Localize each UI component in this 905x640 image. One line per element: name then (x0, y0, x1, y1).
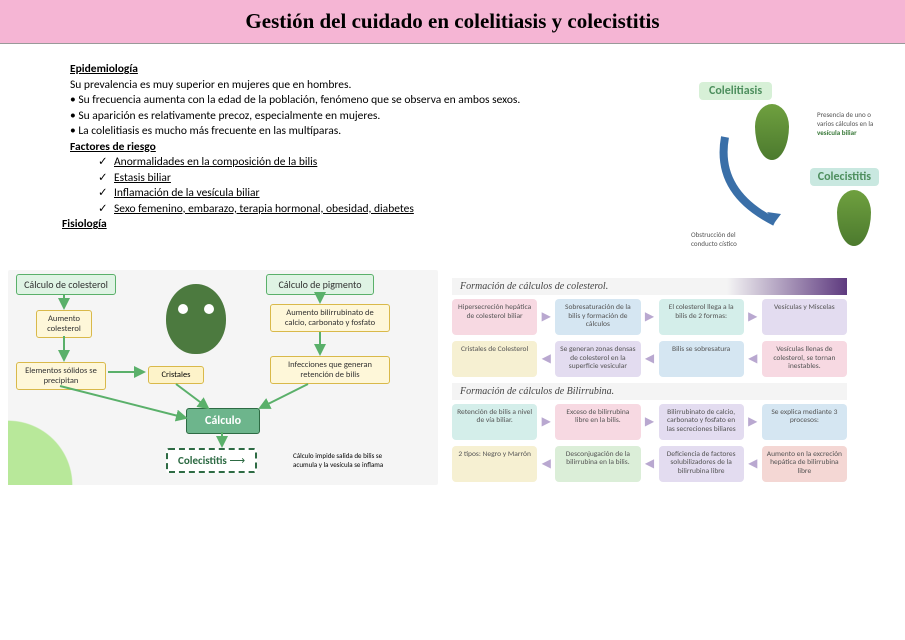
fr-box: Hipersecreción hepática de colesterol bi… (452, 299, 537, 335)
title-banner: Gestión del cuidado en colelitiasis y co… (0, 0, 905, 44)
fr-box: Deficiencia de factores solubilizadores … (659, 446, 744, 482)
page-title: Gestión del cuidado en colelitiasis y co… (245, 9, 659, 34)
fr-box: Vesículas y Miscelas (762, 299, 847, 335)
box-pigmento: Cálculo de pigmento (266, 274, 374, 295)
arrow-icon: ▶ (748, 299, 758, 335)
arrow-icon: ▶ (541, 299, 551, 335)
fr-header-1: Formación de cálculos de colesterol. (452, 278, 847, 295)
diagram-colelitiasis: Colelitiasis Presencia de uno o varios c… (675, 82, 885, 252)
arrow-icon: ◀ (645, 341, 655, 377)
box-colesterol: Cálculo de colesterol (16, 274, 116, 295)
box-infecciones: Infecciones que generan retención de bil… (270, 356, 390, 384)
fr-row-2: Cristales de Colesterol◀Se generan zonas… (452, 341, 847, 377)
arrow-icon: ◀ (541, 341, 551, 377)
flowchart-right: Formación de cálculos de colesterol. Hip… (452, 278, 847, 488)
box-cristales: Cristales (148, 366, 204, 384)
box-colecistitis: Colecistitis ⟶ (166, 448, 257, 473)
label-colelitiasis: Colelitiasis (699, 82, 772, 100)
arrow-icon: ◀ (748, 341, 758, 377)
curve-arrow-icon (705, 132, 795, 232)
fr-box: Vesículas llenas de colesterol, se torna… (762, 341, 847, 377)
decoration-triangle (8, 405, 78, 485)
fr-header-2: Formación de cálculos de Bilirrubina. (452, 383, 847, 400)
fr-box: Desconjugación de la bilirrubina en la b… (555, 446, 640, 482)
fr-box: El colesterol llega a la bilis de 2 form… (659, 299, 744, 335)
fr-box: Se generan zonas densas de colesterol en… (555, 341, 640, 377)
fr-box: 2 tipos: Negro y Marrón (452, 446, 537, 482)
box-aumento-col: Aumento colesterol (36, 310, 92, 338)
arrow-icon: ▶ (748, 404, 758, 440)
fr-box: Aumento en la excreción hepática de bili… (762, 446, 847, 482)
epi-head: Epidemiología (70, 62, 893, 78)
flowchart-left: Cálculo de colesterol Cálculo de pigment… (8, 270, 438, 485)
arrow-icon: ▶ (645, 404, 655, 440)
desc-colecistitis: Obstrucción del conducto cístico (691, 230, 761, 248)
box-impide: Cálculo impide salida de bilis se acumul… (288, 448, 408, 472)
fr-box: Bilirrubinato de calcio, carbonato y fos… (659, 404, 744, 440)
fr-row-3: Retención de bilis a nivel de vía biliar… (452, 404, 847, 440)
fr-row-1: Hipersecreción hepática de colesterol bi… (452, 299, 847, 335)
fr-box: Exceso de bilirrubina libre en la bilis. (555, 404, 640, 440)
fr-box: Retención de bilis a nivel de vía biliar… (452, 404, 537, 440)
fr-box: Se explica mediante 3 procesos: (762, 404, 847, 440)
gallbladder-inflamed-icon (837, 190, 871, 246)
arrow-icon: ▶ (645, 299, 655, 335)
fr-row-4: 2 tipos: Negro y Marrón◀Desconjugación d… (452, 446, 847, 482)
arrow-icon: ◀ (541, 446, 551, 482)
arrow-icon: ▶ (541, 404, 551, 440)
box-aumento-bil: Aumento bilirrubinato de calcio, carbona… (270, 304, 390, 332)
box-calculo: Cálculo (186, 408, 260, 434)
germ-character-icon (166, 284, 226, 354)
fr-box: Sobresaturación de la bilis y formación … (555, 299, 640, 335)
fr-box: Cristales de Colesterol (452, 341, 537, 377)
arrow-icon: ◀ (748, 446, 758, 482)
arrow-icon: ◀ (645, 446, 655, 482)
label-colecistitis: Colecistitis (810, 168, 879, 186)
box-elementos: Elementos sólidos se precipitan (16, 362, 106, 390)
desc-colelitiasis: Presencia de uno o varios cálculos en la… (817, 110, 885, 137)
fr-box: Bilis se sobresatura (659, 341, 744, 377)
